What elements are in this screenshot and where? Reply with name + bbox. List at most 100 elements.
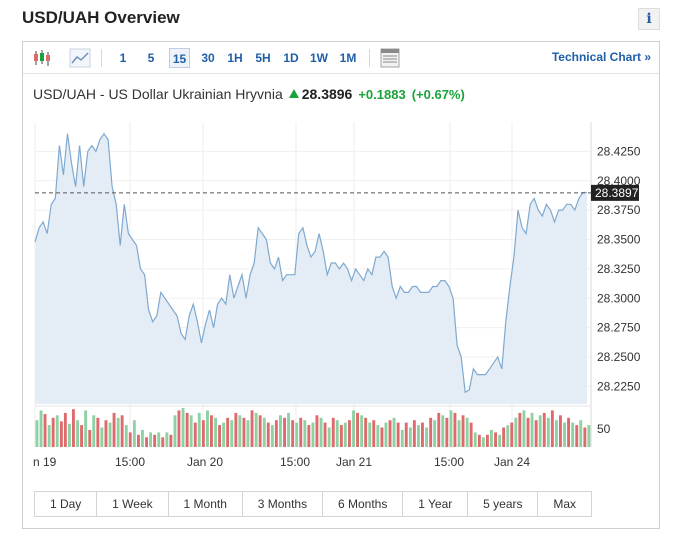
volume-bar	[287, 412, 290, 447]
volume-bar	[238, 415, 242, 447]
range-max[interactable]: Max	[553, 497, 577, 511]
period-5[interactable]: 5	[147, 51, 155, 65]
volume-bar	[575, 425, 579, 447]
volume-bar	[222, 422, 226, 447]
y-tick-label: 28.2250	[597, 379, 641, 393]
range-1-month[interactable]: 1 Month	[169, 492, 243, 516]
volume-bar	[421, 422, 424, 447]
price-chart[interactable]: 28.4250 28.4000 28.3750 28.3500 28.3250 28.30…	[23, 42, 659, 482]
volume-bar	[331, 417, 335, 448]
x-tick-label: Jan 21	[336, 455, 372, 469]
volume-bar	[72, 409, 75, 447]
period-1[interactable]: 1	[119, 51, 127, 65]
x-tick-label: Jan 24	[494, 455, 530, 469]
volume-bar	[88, 429, 92, 447]
range-6-months[interactable]: 6 Months	[323, 492, 404, 516]
volume-bar	[323, 422, 327, 447]
candlestick-icon[interactable]	[31, 47, 53, 69]
volume-bar	[149, 432, 152, 447]
volume-bar	[311, 422, 315, 447]
current-price-label: 28.3897	[595, 186, 639, 200]
volume-bar	[526, 417, 530, 448]
y-tick-label: 28.3500	[597, 233, 641, 247]
period-1h[interactable]: 1H	[227, 51, 243, 65]
volume-bar	[145, 437, 148, 448]
volume-bar	[242, 417, 246, 448]
range-3-months[interactable]: 3 Months	[243, 492, 324, 516]
range-1-day[interactable]: 1 Day	[35, 492, 98, 516]
volume-bar	[380, 427, 384, 447]
volume-bar	[425, 427, 428, 447]
volume-bar	[270, 425, 274, 447]
period-5h[interactable]: 5H	[255, 51, 271, 65]
volume-bar	[96, 417, 100, 448]
volume-bar	[348, 420, 351, 447]
volume-bar	[274, 420, 278, 447]
volume-bar	[388, 420, 392, 447]
y-tick-label: 28.2500	[597, 350, 641, 364]
period-1m[interactable]: 1M	[339, 51, 357, 65]
price-area	[35, 133, 587, 404]
volume-bar	[100, 427, 104, 447]
info-icon[interactable]: i	[638, 8, 660, 30]
x-tick-label: n 19	[33, 455, 57, 469]
volume-bar	[542, 412, 546, 447]
area-chart-icon[interactable]	[69, 47, 91, 69]
volume-bar	[189, 415, 193, 447]
volume-bar	[266, 422, 270, 447]
volume-bar	[39, 410, 43, 447]
volume-bar	[343, 422, 347, 447]
volume-bar	[546, 417, 550, 448]
volume-bar	[494, 432, 497, 447]
volume-bar	[68, 423, 71, 447]
volume-bar	[563, 422, 566, 447]
y-tick-label: 28.4250	[597, 144, 641, 158]
quote-change: +0.1883	[358, 87, 406, 102]
technical-chart-link[interactable]: Technical Chart »	[551, 50, 651, 64]
volume-bar	[258, 415, 262, 447]
instrument-name: USD/UAH - US Dollar Ukrainian Hryvnia	[33, 86, 283, 102]
volume-bar	[246, 420, 250, 447]
period-1d[interactable]: 1D	[283, 51, 299, 65]
volume-bar	[449, 410, 453, 447]
volume-bar	[429, 417, 433, 448]
volume-bar	[437, 412, 441, 447]
volume-bar	[141, 429, 144, 447]
volume-bar	[490, 429, 493, 447]
volume-bar	[486, 434, 489, 447]
table-view-icon[interactable]	[379, 47, 401, 69]
volume-bar	[173, 415, 177, 447]
period-15[interactable]: 15	[169, 48, 190, 68]
volume-bar	[250, 410, 254, 447]
volume-bar	[210, 415, 213, 447]
volume-bar	[498, 434, 502, 447]
volume-bar	[481, 437, 485, 448]
volume-bar	[327, 427, 331, 447]
volume-bar	[206, 410, 209, 447]
volume-bar	[108, 422, 112, 447]
range-5-years[interactable]: 5 years	[468, 492, 539, 516]
volume-bar	[339, 425, 343, 447]
volume-bar	[291, 420, 295, 447]
period-30[interactable]: 30	[201, 51, 215, 65]
period-1w[interactable]: 1W	[310, 51, 328, 65]
quote-line: USD/UAH - US Dollar Ukrainian Hryvnia 28.…	[33, 86, 465, 102]
page-title: USD/UAH Overview	[22, 8, 180, 27]
volume-bar	[538, 415, 542, 447]
current-price-tag	[591, 184, 639, 201]
volume-bar	[47, 425, 51, 447]
volume-bar	[214, 417, 217, 448]
volume-bar	[262, 417, 266, 448]
volume-bar	[43, 414, 47, 447]
range-1-year[interactable]: 1 Year	[403, 492, 469, 516]
volume-bar	[530, 412, 534, 447]
range-1-week[interactable]: 1 Week	[97, 492, 169, 516]
volume-bar	[477, 434, 481, 447]
volume-bar	[254, 412, 258, 447]
toolbar-separator	[369, 49, 370, 67]
volume-bar	[457, 420, 461, 447]
volume-bar	[295, 422, 299, 447]
volume-bar	[283, 417, 286, 448]
volume-bar	[84, 410, 88, 447]
volume-bar	[559, 415, 562, 447]
